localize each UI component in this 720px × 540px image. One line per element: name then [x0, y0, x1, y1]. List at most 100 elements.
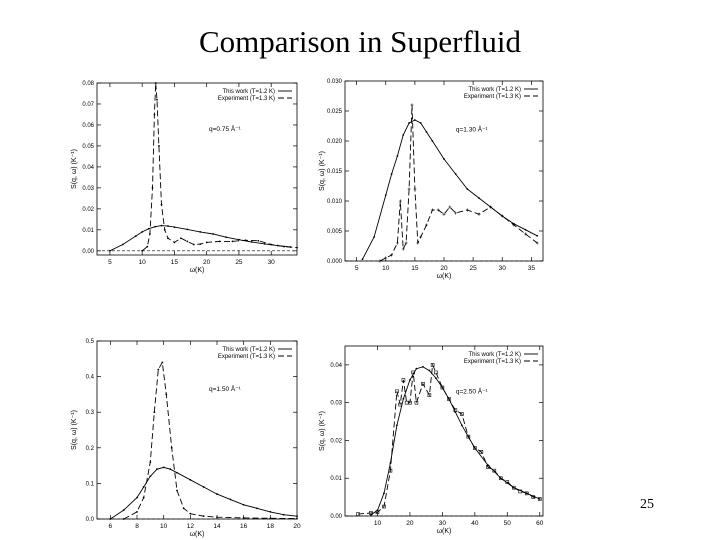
data-point: [404, 241, 408, 245]
chart-q150: 0.0 0.1 0.2 0.3 0.4 0.5 6 8 10 12 14 16 18 20 ω(K) S(q,…: [71, 339, 301, 538]
data-point: [460, 412, 464, 416]
x-tick-label: 10: [139, 259, 147, 266]
data-point: [270, 243, 273, 246]
series-line: [109, 225, 291, 252]
data-point: [473, 446, 477, 450]
x-tick-label: 20: [293, 523, 301, 530]
y-tick-label: 0.06: [82, 123, 94, 129]
data-point: [199, 231, 202, 233]
data-point: [361, 258, 364, 261]
data-point: [176, 471, 178, 474]
data-point: [398, 402, 402, 407]
data-point: [142, 486, 145, 488]
data-point: [160, 203, 163, 206]
data-point: [373, 236, 376, 238]
y-tick-label: 0.030: [327, 79, 343, 85]
data-point: [535, 241, 539, 245]
data-point: [186, 228, 189, 231]
data-point: [136, 510, 138, 513]
data-point: [216, 493, 218, 495]
data-point: [442, 212, 446, 216]
chart-q250: 0.00 0.01 0.02 0.03 0.04 10 20 30 40 50 60 ω(K) S(q,…: [319, 345, 544, 535]
data-point: [398, 199, 402, 203]
x-tick-label: 5: [355, 265, 359, 272]
slide-title: Comparison in Superfluid: [198, 24, 522, 59]
x-tick-label: 15: [171, 259, 179, 266]
data-point: [413, 119, 416, 121]
data-point: [369, 511, 373, 515]
data-point: [296, 517, 298, 520]
legend-entry: This work (T=1.2 K): [222, 89, 275, 95]
y-tick-label: 0.010: [327, 199, 343, 205]
data-point: [414, 400, 419, 405]
data-point: [146, 245, 149, 248]
data-point: [511, 485, 516, 490]
y-tick-label: 0.0: [86, 517, 95, 523]
x-axis-label: ω(K): [437, 528, 452, 535]
data-point: [109, 249, 111, 252]
y-axis-label: S(q, ω) (K⁻¹): [319, 151, 326, 191]
data-point: [441, 386, 444, 389]
x-tick-label: 60: [536, 520, 544, 527]
data-point: [225, 236, 227, 239]
data-point: [434, 377, 437, 380]
data-point: [404, 400, 409, 405]
data-point: [167, 237, 169, 240]
data-point: [378, 259, 382, 263]
data-point: [163, 228, 166, 231]
x-tick-label: 6: [109, 523, 113, 530]
x-tick-label: 10: [160, 523, 168, 530]
data-point: [416, 241, 420, 245]
y-tick-label: 0.2: [86, 446, 95, 452]
x-tick-label: 20: [406, 520, 414, 527]
data-point: [430, 363, 435, 367]
y-tick-label: 0.08: [82, 81, 94, 87]
data-point: [250, 241, 253, 243]
data-point: [182, 507, 185, 510]
data-point: [142, 496, 145, 499]
data-point: [109, 518, 112, 520]
data-point: [524, 232, 528, 236]
data-point: [425, 223, 429, 227]
data-point: [189, 512, 192, 515]
data-point: [422, 365, 424, 368]
data-point: [408, 400, 412, 405]
data-point: [242, 503, 245, 506]
data-point: [149, 461, 152, 463]
y-tick-label: 0.03: [330, 401, 342, 407]
data-point: [419, 122, 422, 124]
data-point: [153, 411, 156, 414]
x-tick-label: 30: [268, 259, 276, 266]
data-point: [396, 424, 398, 427]
series-line: [357, 363, 540, 515]
data-point: [395, 389, 399, 394]
data-point: [407, 187, 411, 191]
data-point: [489, 205, 493, 209]
series-line: [362, 119, 538, 260]
data-point: [410, 103, 414, 107]
data-point: [419, 235, 423, 239]
data-point: [413, 187, 417, 191]
data-point: [499, 476, 503, 481]
data-point: [434, 370, 438, 375]
data-point: [282, 513, 285, 516]
data-point: [427, 393, 432, 397]
y-tick-label: 0.1: [86, 481, 95, 487]
data-point: [151, 186, 154, 189]
data-point: [212, 233, 215, 235]
data-point: [428, 369, 431, 372]
series-line: [110, 466, 298, 520]
x-tick-label: 14: [213, 523, 221, 530]
data-point: [443, 158, 445, 160]
plot-frame: [344, 345, 544, 517]
data-point: [158, 145, 160, 147]
data-point: [122, 509, 125, 511]
data-point: [256, 507, 258, 510]
data-point: [390, 173, 393, 175]
x-tick-label: 30: [499, 265, 507, 272]
data-point: [202, 515, 205, 518]
data-point: [447, 397, 451, 401]
data-point: [147, 227, 150, 230]
data-point: [396, 155, 399, 157]
data-point: [465, 208, 469, 212]
